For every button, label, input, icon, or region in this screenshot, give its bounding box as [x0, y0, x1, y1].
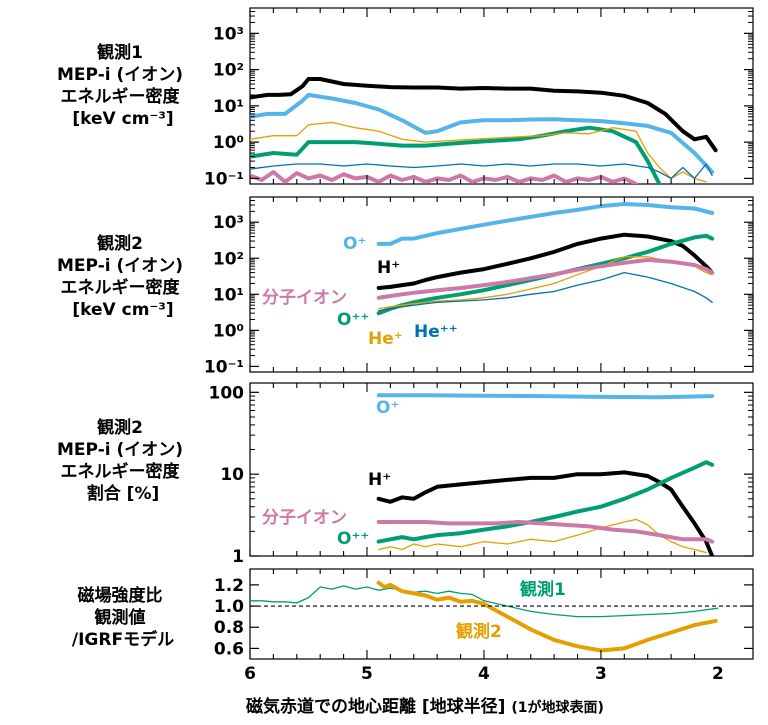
p4-y-tick-label: 0.8 — [214, 618, 244, 638]
x-tick-label: 4 — [478, 664, 490, 684]
p3-label-h-plus: H⁺ — [368, 470, 391, 490]
series-line-opp — [250, 125, 662, 184]
p4-y-tick-label: 1.0 — [214, 597, 244, 617]
p1-y-tick-label: 10⁰ — [213, 133, 244, 153]
panel-3-series — [376, 393, 715, 556]
p2-y-tick-label: 10² — [213, 249, 244, 269]
panel-4-label-line-3: /IGRFモデル — [72, 629, 174, 650]
panel-4-label-line-1: 磁場強度比 — [78, 585, 163, 606]
series-line-op — [250, 92, 715, 174]
panel-2-label: 観測2 MEP-i (イオン) エネルギー密度 [keV cm⁻³] — [57, 233, 189, 320]
series-line-obs2_field — [376, 580, 718, 653]
x-tick-label: 2 — [712, 664, 724, 684]
series-line-hp — [250, 77, 718, 153]
p3-label-o-plus: O⁺ — [376, 398, 399, 418]
x-axis-title-main: 磁気赤道での地心距離 [地球半径] — [246, 696, 505, 717]
x-axis-title: 磁気赤道での地心距離 [地球半径] (1が地球表面) — [246, 696, 604, 717]
series-line-hep — [250, 121, 707, 183]
panel-3-label-line-1: 観測2 — [97, 417, 143, 438]
p2-label-o-plusplus: O⁺⁺ — [337, 310, 369, 330]
x-tick-label: 3 — [595, 664, 607, 684]
p2-label-h-plus: H⁺ — [377, 258, 400, 278]
panel-3 — [249, 382, 754, 557]
p2-y-tick-label: 10¹ — [213, 285, 244, 305]
series-line-hep — [378, 518, 707, 554]
p4-y-tick-label: 1.2 — [214, 576, 244, 596]
panel-2-series — [376, 202, 715, 316]
p2-label-he-plus: He⁺ — [368, 329, 403, 349]
series-line-molecular — [376, 520, 715, 544]
series-line-molecular — [376, 257, 715, 300]
p3-y-tick-label: 1 — [232, 547, 244, 567]
series-line-hepp — [250, 163, 713, 180]
series-line-hepp — [378, 271, 713, 312]
panel-3-label-line-3: エネルギー密度 — [61, 461, 181, 482]
panel-1-label-line-4: [keV cm⁻³] — [72, 109, 173, 129]
x-tick-label: 6 — [244, 664, 256, 684]
x-tick-label: 5 — [361, 664, 373, 684]
p3-y-tick-label: 10 — [220, 465, 244, 485]
series-line-hp — [376, 470, 715, 556]
p1-y-tick-label: 10³ — [213, 24, 244, 44]
panel-3-frame — [249, 382, 754, 557]
p2-y-tick-label: 10³ — [213, 213, 244, 233]
series-line-op — [376, 202, 715, 246]
p2-label-he-plusplus: He⁺⁺ — [414, 322, 458, 342]
panel-2-label-line-4: [keV cm⁻³] — [72, 300, 173, 320]
panel-1-label-line-1: 観測1 — [97, 42, 143, 63]
p4-y-tick-label: 0.6 — [214, 639, 244, 659]
p2-y-tick-label: 10⁻¹ — [204, 357, 244, 377]
panel-3-label: 観測2 MEP-i (イオン) エネルギー密度 割合 [%] — [57, 417, 189, 504]
chart-marks: 10⁻¹ 10⁰ 10¹ 10² 10³ 10⁻¹ 10⁰ 10¹ 10² 10³ 1 10 100 0.… — [204, 7, 753, 684]
panel-4-label: 磁場強度比 観測値 /IGRFモデル — [72, 585, 174, 650]
panel-4-frame — [249, 568, 754, 660]
series-line-obs1_field — [250, 585, 719, 618]
panel-3-label-line-2: MEP-i (イオン) — [57, 440, 183, 460]
series-line-opp — [376, 460, 715, 544]
p3-label-o-plusplus: O⁺⁺ — [337, 529, 369, 549]
panel-4-series — [250, 580, 719, 653]
panel-4-label-line-2: 観測値 — [95, 607, 146, 628]
panel-1-label-line-3: エネルギー密度 — [61, 86, 181, 107]
panel-2-label-line-2: MEP-i (イオン) — [57, 256, 183, 276]
panel-1-label: 観測1 MEP-i (イオン) エネルギー密度 [keV cm⁻³] — [57, 42, 189, 129]
p3-y-tick-label: 100 — [209, 383, 245, 403]
series-line-hp — [376, 232, 715, 290]
panel-2-frame — [249, 196, 754, 373]
series-line-op — [376, 393, 715, 400]
p2-label-molecular: 分子イオン — [262, 288, 347, 308]
p2-label-o-plus: O⁺ — [343, 234, 366, 254]
x-axis-title-note: (1が地球表面) — [511, 699, 604, 716]
series-line-molecular — [250, 170, 638, 184]
p4-label-obs2: 観測2 — [456, 621, 502, 642]
panel-1-series — [250, 77, 718, 184]
p2-y-tick-label: 10⁰ — [213, 321, 244, 341]
panel-1-label-line-2: MEP-i (イオン) — [57, 65, 183, 85]
panel-2 — [249, 196, 754, 373]
p1-y-tick-label: 10⁻¹ — [204, 169, 244, 189]
p1-y-tick-label: 10² — [213, 61, 244, 81]
p1-y-tick-label: 10¹ — [213, 97, 244, 117]
panel-4 — [249, 568, 754, 660]
panel-3-label-line-4: 割合 [%] — [87, 483, 160, 504]
p3-label-molecular: 分子イオン — [262, 508, 347, 528]
p4-label-obs1: 観測1 — [520, 579, 566, 600]
panel-2-label-line-3: エネルギー密度 — [61, 277, 181, 298]
panel-2-label-line-1: 観測2 — [97, 233, 143, 254]
